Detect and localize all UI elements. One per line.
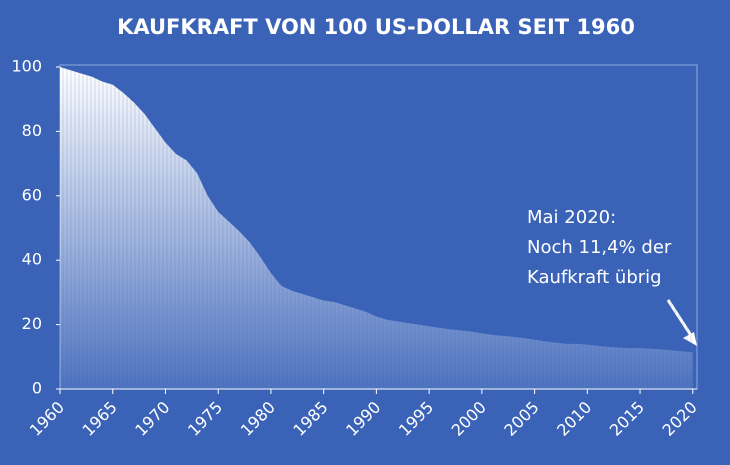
y-tick-label: 20 bbox=[22, 314, 42, 333]
x-tick-label: 2005 bbox=[500, 398, 542, 440]
x-tick-label: 1980 bbox=[237, 398, 279, 440]
annotation: Mai 2020: bbox=[527, 207, 616, 228]
x-tick-label: 2010 bbox=[553, 398, 595, 440]
x-tick-label: 2015 bbox=[606, 398, 648, 440]
y-tick-label: 100 bbox=[11, 57, 42, 76]
x-tick-label: 1975 bbox=[184, 398, 226, 440]
annotation: Kaufkraft übrig bbox=[527, 267, 662, 288]
x-tick-label: 1970 bbox=[131, 398, 173, 440]
y-tick-label: 0 bbox=[32, 379, 42, 398]
x-tick-label: 1990 bbox=[342, 398, 384, 440]
x-tick-label: 1985 bbox=[289, 398, 331, 440]
y-tick-label: 60 bbox=[22, 185, 42, 204]
x-tick-label: 2000 bbox=[448, 398, 490, 440]
y-tick-label: 80 bbox=[22, 121, 42, 140]
x-tick-label: 2020 bbox=[659, 398, 701, 440]
annotation: Noch 11,4% der bbox=[527, 237, 672, 258]
x-tick-label: 1965 bbox=[79, 398, 121, 440]
chart-title: KAUFKRAFT VON 100 US-DOLLAR SEIT 1960 bbox=[117, 15, 635, 39]
arrow-head bbox=[683, 332, 697, 346]
x-tick-label: 1995 bbox=[395, 398, 437, 440]
x-tick-label: 1960 bbox=[26, 398, 68, 440]
area bbox=[60, 67, 693, 389]
annotation-arrow bbox=[666, 299, 696, 341]
y-tick-label: 40 bbox=[22, 250, 42, 269]
